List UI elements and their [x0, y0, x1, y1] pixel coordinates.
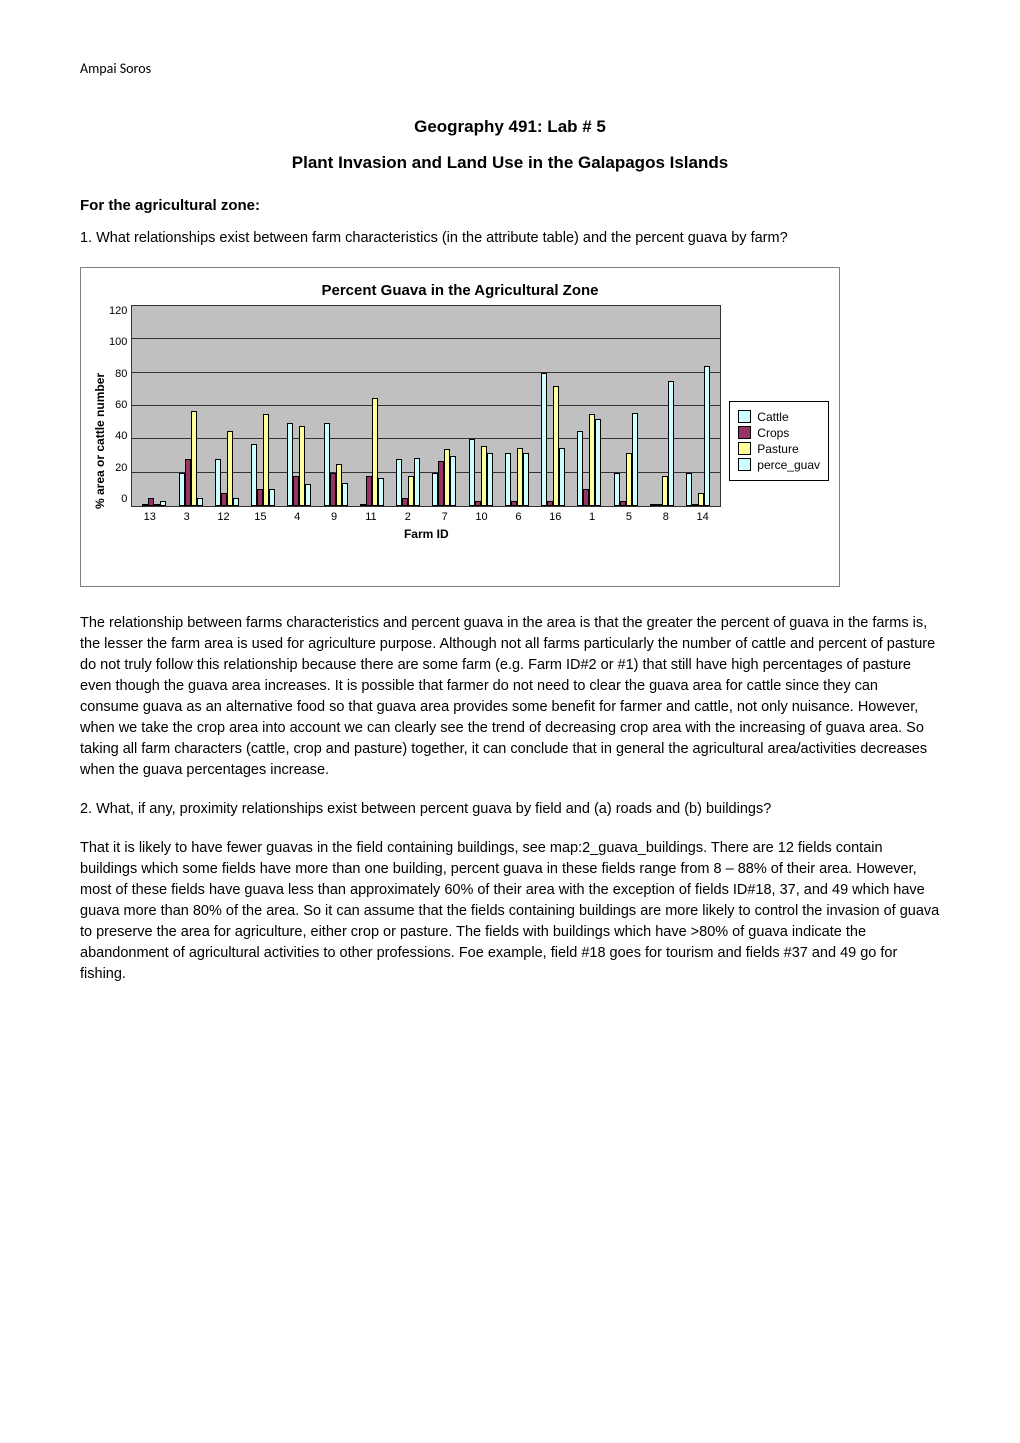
bar: [523, 453, 529, 506]
bar-group: [505, 448, 529, 506]
y-tick-label: 20: [109, 462, 127, 474]
x-tick-label: 2: [394, 511, 422, 523]
x-axis-label: Farm ID: [131, 527, 721, 541]
chart-body: % area or cattle number 120100806040200 …: [91, 305, 829, 576]
grid-line: [132, 405, 720, 406]
x-tick-label: 12: [210, 511, 238, 523]
x-tick-label: 10: [468, 511, 496, 523]
page-subtitle: Plant Invasion and Land Use in the Galap…: [80, 153, 940, 173]
x-tick-label: 1: [578, 511, 606, 523]
page-title: Geography 491: Lab # 5: [80, 117, 940, 137]
legend-label: perce_guav: [757, 458, 820, 472]
bar: [227, 431, 233, 506]
x-tick-label: 6: [504, 511, 532, 523]
bar: [191, 411, 197, 506]
bar: [269, 489, 275, 506]
x-tick-label: 5: [615, 511, 643, 523]
plot-column: 13312154911271061615814 Farm ID: [131, 305, 721, 576]
bar-group: [360, 398, 384, 506]
bar-group: [432, 449, 456, 506]
bar-group: [251, 414, 275, 506]
bar-group: [469, 439, 493, 506]
paragraph-1: The relationship between farms character…: [80, 613, 940, 781]
question-1: 1. What relationships exist between farm…: [80, 228, 940, 249]
bar-group: [324, 423, 348, 506]
legend-swatch: [738, 442, 751, 455]
bar: [233, 498, 239, 506]
bar: [160, 501, 166, 506]
bar: [595, 419, 601, 506]
bar: [305, 484, 311, 506]
y-ticks: 120 100 80 60 40 20 0: [109, 305, 131, 505]
y-tick-label: 60: [109, 399, 127, 411]
guava-chart: Percent Guava in the Agricultural Zone %…: [80, 267, 840, 587]
chart-legend: Cattle Crops Pasture perce_guav: [729, 401, 829, 481]
bar: [704, 366, 710, 506]
legend-swatch: [738, 426, 751, 439]
bar: [686, 473, 692, 506]
x-tick-label: 11: [357, 511, 385, 523]
bar: [378, 478, 384, 506]
bar-group: [287, 423, 311, 506]
bar: [197, 498, 203, 506]
legend-row: Cattle: [738, 410, 820, 424]
y-tick-label: 100: [109, 336, 127, 348]
bar-group: [179, 411, 203, 506]
bar: [541, 373, 547, 506]
legend-swatch: [738, 458, 751, 471]
legend-swatch: [738, 410, 751, 423]
y-axis-label: % area or cattle number: [91, 305, 109, 576]
grid-line: [132, 305, 720, 306]
bar: [469, 439, 475, 506]
bar-group: [541, 373, 565, 506]
bar: [450, 456, 456, 506]
y-tick-label: 0: [109, 493, 127, 505]
bar: [414, 458, 420, 506]
x-tick-label: 14: [689, 511, 717, 523]
bar: [342, 483, 348, 506]
bar-group: [686, 366, 710, 506]
question-2: 2. What, if any, proximity relationships…: [80, 799, 940, 820]
bar-group: [614, 413, 638, 506]
chart-title: Percent Guava in the Agricultural Zone: [91, 282, 829, 299]
x-tick-label: 13: [136, 511, 164, 523]
bar: [505, 453, 511, 506]
bar: [487, 453, 493, 506]
y-tick-label: 40: [109, 430, 127, 442]
section-heading: For the agricultural zone:: [80, 197, 940, 214]
legend-label: Crops: [757, 426, 789, 440]
legend-label: Pasture: [757, 442, 798, 456]
paragraph-2: That it is likely to have fewer guavas i…: [80, 838, 940, 985]
x-tick-label: 15: [246, 511, 274, 523]
bar-group: [142, 498, 166, 506]
x-tick-label: 7: [431, 511, 459, 523]
grid-line: [132, 372, 720, 373]
bar-group: [650, 381, 674, 506]
x-tick-label: 9: [320, 511, 348, 523]
legend-row: Pasture: [738, 442, 820, 456]
x-tick-label: 4: [283, 511, 311, 523]
author-header: Ampai Soros: [80, 60, 940, 77]
legend-row: Crops: [738, 426, 820, 440]
y-tick-label: 120: [109, 305, 127, 317]
x-tick-label: 16: [541, 511, 569, 523]
legend-label: Cattle: [757, 410, 788, 424]
bar-group: [577, 414, 601, 506]
x-ticks: 13312154911271061615814: [131, 507, 721, 523]
grid-line: [132, 338, 720, 339]
bar-group: [215, 431, 239, 506]
bar: [668, 381, 674, 506]
bar-group: [396, 458, 420, 506]
bar: [632, 413, 638, 506]
x-tick-label: 3: [173, 511, 201, 523]
x-tick-label: 8: [652, 511, 680, 523]
bar: [559, 448, 565, 506]
legend-row: perce_guav: [738, 458, 820, 472]
y-tick-label: 80: [109, 368, 127, 380]
plot-area: [131, 305, 721, 507]
